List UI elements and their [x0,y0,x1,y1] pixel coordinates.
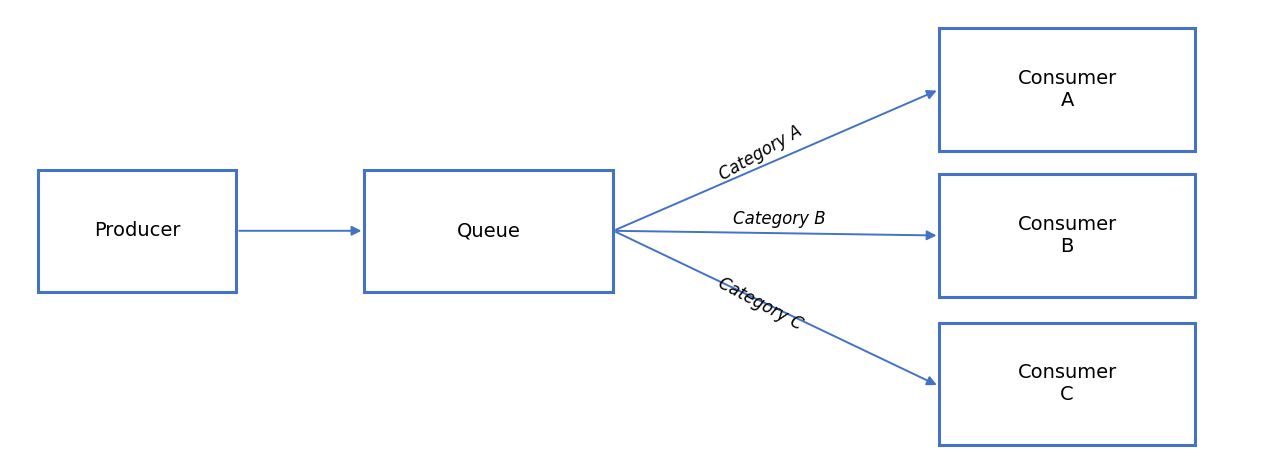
Text: Category C: Category C [716,274,805,333]
FancyBboxPatch shape [939,174,1195,297]
Text: Producer: Producer [95,221,180,240]
Text: Queue: Queue [458,221,520,240]
Text: Category B: Category B [734,210,826,228]
Text: Consumer
C: Consumer C [1017,363,1117,405]
Text: Consumer
B: Consumer B [1017,215,1117,256]
FancyBboxPatch shape [364,170,613,292]
FancyBboxPatch shape [939,28,1195,151]
Text: Category A: Category A [716,122,805,184]
FancyBboxPatch shape [38,170,236,292]
Text: Consumer
A: Consumer A [1017,69,1117,110]
FancyBboxPatch shape [939,323,1195,445]
